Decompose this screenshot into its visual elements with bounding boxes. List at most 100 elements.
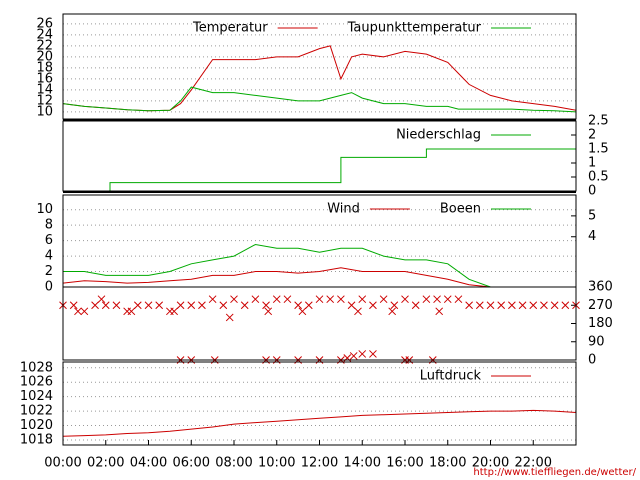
direction-point <box>337 295 345 304</box>
direction-point <box>225 313 234 322</box>
legend-label: Niederschlag <box>396 128 481 143</box>
direction-point <box>433 295 441 304</box>
series-line <box>62 409 577 437</box>
direction-point <box>240 301 249 310</box>
direction-point <box>486 301 495 310</box>
direction-point <box>454 295 463 304</box>
direction-point <box>358 350 367 358</box>
panel-frame <box>62 286 577 361</box>
y-tick-label: 12 <box>36 93 53 108</box>
direction-point <box>264 307 273 316</box>
direction-point <box>298 307 307 316</box>
direction-point <box>354 307 362 316</box>
legend-label: Taupunkttemperatur <box>347 21 482 36</box>
y-tick-label: 360 <box>588 280 613 295</box>
direction-point <box>294 301 302 310</box>
direction-point <box>272 295 281 304</box>
y-tick-label: 270 <box>588 298 613 313</box>
y-tick-label: 0.5 <box>588 170 609 185</box>
y-tick-label: 1028 <box>20 360 53 375</box>
direction-point <box>326 295 335 304</box>
legend-label: Luftdruck <box>420 369 482 384</box>
y-tick-label: 8 <box>45 218 53 233</box>
direction-point <box>388 307 397 316</box>
x-tick-label: 20:00 <box>472 456 509 471</box>
x-tick-label: 08:00 <box>215 456 252 471</box>
direction-point <box>497 301 506 310</box>
y-tick-label: 18 <box>36 60 53 75</box>
direction-point <box>97 295 106 304</box>
direction-point <box>230 295 238 304</box>
direction-point <box>198 301 206 310</box>
direction-point <box>390 301 399 310</box>
y-tick-label: 16 <box>36 71 53 86</box>
y-tick-label: 2 <box>45 264 53 279</box>
y-tick-label: 1022 <box>20 404 53 419</box>
panel-frame <box>62 361 577 446</box>
direction-point <box>91 301 99 310</box>
y-tick-label: 90 <box>588 334 605 349</box>
y-tick-label: 20 <box>36 49 53 64</box>
y-tick-label: 1020 <box>20 418 53 433</box>
direction-point <box>127 307 136 316</box>
y-tick-label: 1026 <box>20 375 53 390</box>
y-tick-label: 1.5 <box>588 142 609 157</box>
direction-point <box>401 295 409 304</box>
y-tick-label: 2 <box>588 128 596 143</box>
y-tick-label: 6 <box>45 233 53 248</box>
direction-point <box>422 295 431 304</box>
direction-point <box>251 295 260 304</box>
direction-point <box>379 295 388 304</box>
y-tick-label: 1024 <box>20 389 53 404</box>
direction-point <box>465 301 473 310</box>
series-line <box>62 86 577 113</box>
legend-label: Temperatur <box>192 21 268 36</box>
x-tick-label: 10:00 <box>258 456 295 471</box>
direction-point <box>219 301 228 310</box>
x-tick-label: 04:00 <box>130 456 167 471</box>
x-tick-label: 14:00 <box>344 456 381 471</box>
y-tick-label: 10 <box>36 202 53 217</box>
direction-point <box>369 350 377 358</box>
direction-point <box>349 352 358 360</box>
direction-point <box>358 295 367 304</box>
footer-url: http://www.tieffliegen.de/wetter/ <box>473 467 636 478</box>
y-tick-label: 4 <box>45 249 53 264</box>
y-tick-label: 14 <box>36 82 53 97</box>
direction-point <box>304 301 313 310</box>
direction-point <box>561 301 570 310</box>
direction-point <box>208 295 217 304</box>
legend-label: Wind <box>327 202 360 217</box>
direction-point <box>101 301 110 310</box>
y-tick-label: 0 <box>588 184 596 199</box>
direction-point <box>69 301 78 310</box>
y2-tick-label: 4 <box>588 229 596 244</box>
direction-point <box>80 307 89 316</box>
x-tick-label: 06:00 <box>173 456 210 471</box>
x-tick-label: 18:00 <box>429 456 466 471</box>
direction-point <box>443 295 452 304</box>
direction-point <box>347 301 356 310</box>
direction-point <box>133 301 142 310</box>
direction-point <box>411 301 420 310</box>
direction-point <box>540 301 548 310</box>
y-tick-label: 0 <box>588 353 596 368</box>
x-tick-label: 00:00 <box>44 456 81 471</box>
y-tick-label: 0 <box>45 280 53 295</box>
direction-point <box>170 307 179 316</box>
direction-point <box>518 301 527 310</box>
x-tick-label: 02:00 <box>87 456 124 471</box>
y-tick-label: 26 <box>36 16 53 31</box>
direction-point <box>144 301 153 310</box>
direction-point <box>529 301 538 310</box>
direction-point <box>508 301 516 310</box>
x-tick-label: 12:00 <box>301 456 338 471</box>
direction-point <box>315 295 324 304</box>
direction-point <box>187 301 196 310</box>
y-tick-label: 10 <box>36 104 53 119</box>
legend-label: Boeen <box>440 202 481 217</box>
direction-point <box>435 307 444 316</box>
direction-point <box>262 301 270 310</box>
